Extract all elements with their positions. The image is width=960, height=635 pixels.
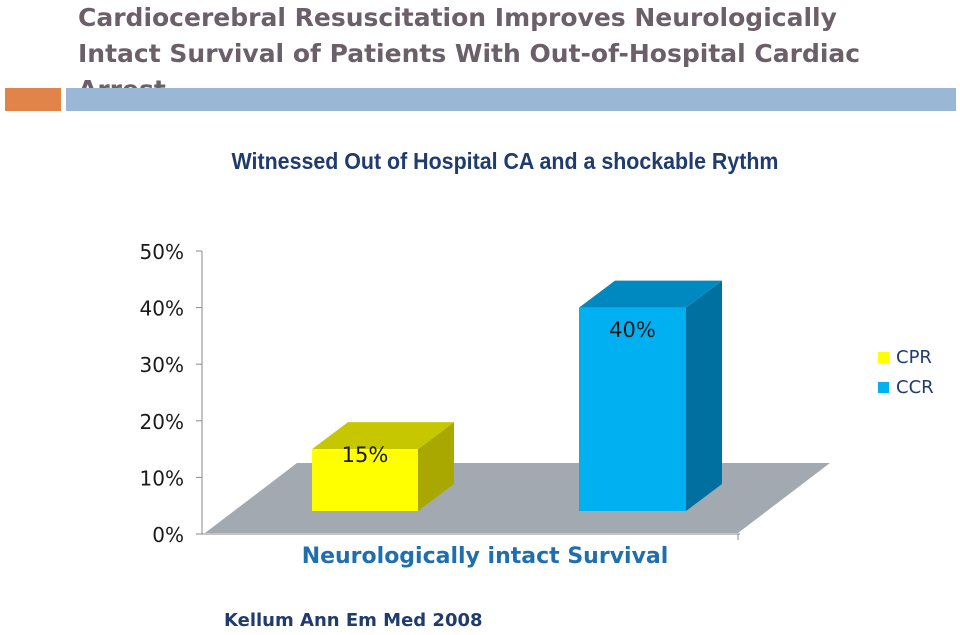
chart-plot-area: 0% 10% 20% 30% 40% 50% 15% 40% [140, 240, 830, 547]
legend-item-ccr: CCR [878, 372, 934, 402]
y-tick-label: 10% [140, 466, 184, 490]
y-tick-label: 20% [140, 410, 184, 434]
slide-title: Cardiocerebral Resuscitation Improves Ne… [78, 0, 948, 108]
chart-title: Witnessed Out of Hospital CA and a shock… [231, 148, 779, 174]
y-tick-label: 40% [140, 297, 184, 321]
bar-top-ccr [579, 280, 722, 308]
citation: Kellum Ann Em Med 2008 [224, 610, 483, 631]
bar-side-cpr [418, 422, 454, 511]
legend-label-ccr: CCR [896, 376, 934, 398]
legend: CPR CCR [878, 342, 934, 402]
legend-swatch-ccr [878, 381, 889, 393]
chart-floor [205, 463, 830, 533]
accent-bar-blue [66, 88, 956, 111]
y-tick-label: 30% [140, 353, 184, 377]
y-tick-label: 0% [152, 523, 184, 547]
chart: Witnessed Out of Hospital CA and a shock… [0, 130, 960, 600]
legend-label-cpr: CPR [896, 346, 932, 368]
bar-top-cpr [312, 422, 454, 450]
data-label-ccr: 40% [609, 318, 656, 342]
slide-title-line2: Intact Survival of Patients With Out-of-… [78, 39, 861, 104]
data-label-cpr: 15% [342, 443, 389, 467]
bar-cpr [312, 449, 418, 511]
bar-side-ccr [686, 280, 722, 511]
x-category-label: Neurologically intact Survival [301, 544, 669, 569]
y-tick-label: 50% [140, 240, 184, 264]
bar-ccr [579, 307, 686, 511]
legend-item-cpr: CPR [878, 342, 934, 372]
slide-title-line1: Cardiocerebral Resuscitation Improves Ne… [78, 3, 837, 32]
accent-bar-orange [5, 88, 61, 111]
legend-swatch-cpr [878, 351, 889, 363]
